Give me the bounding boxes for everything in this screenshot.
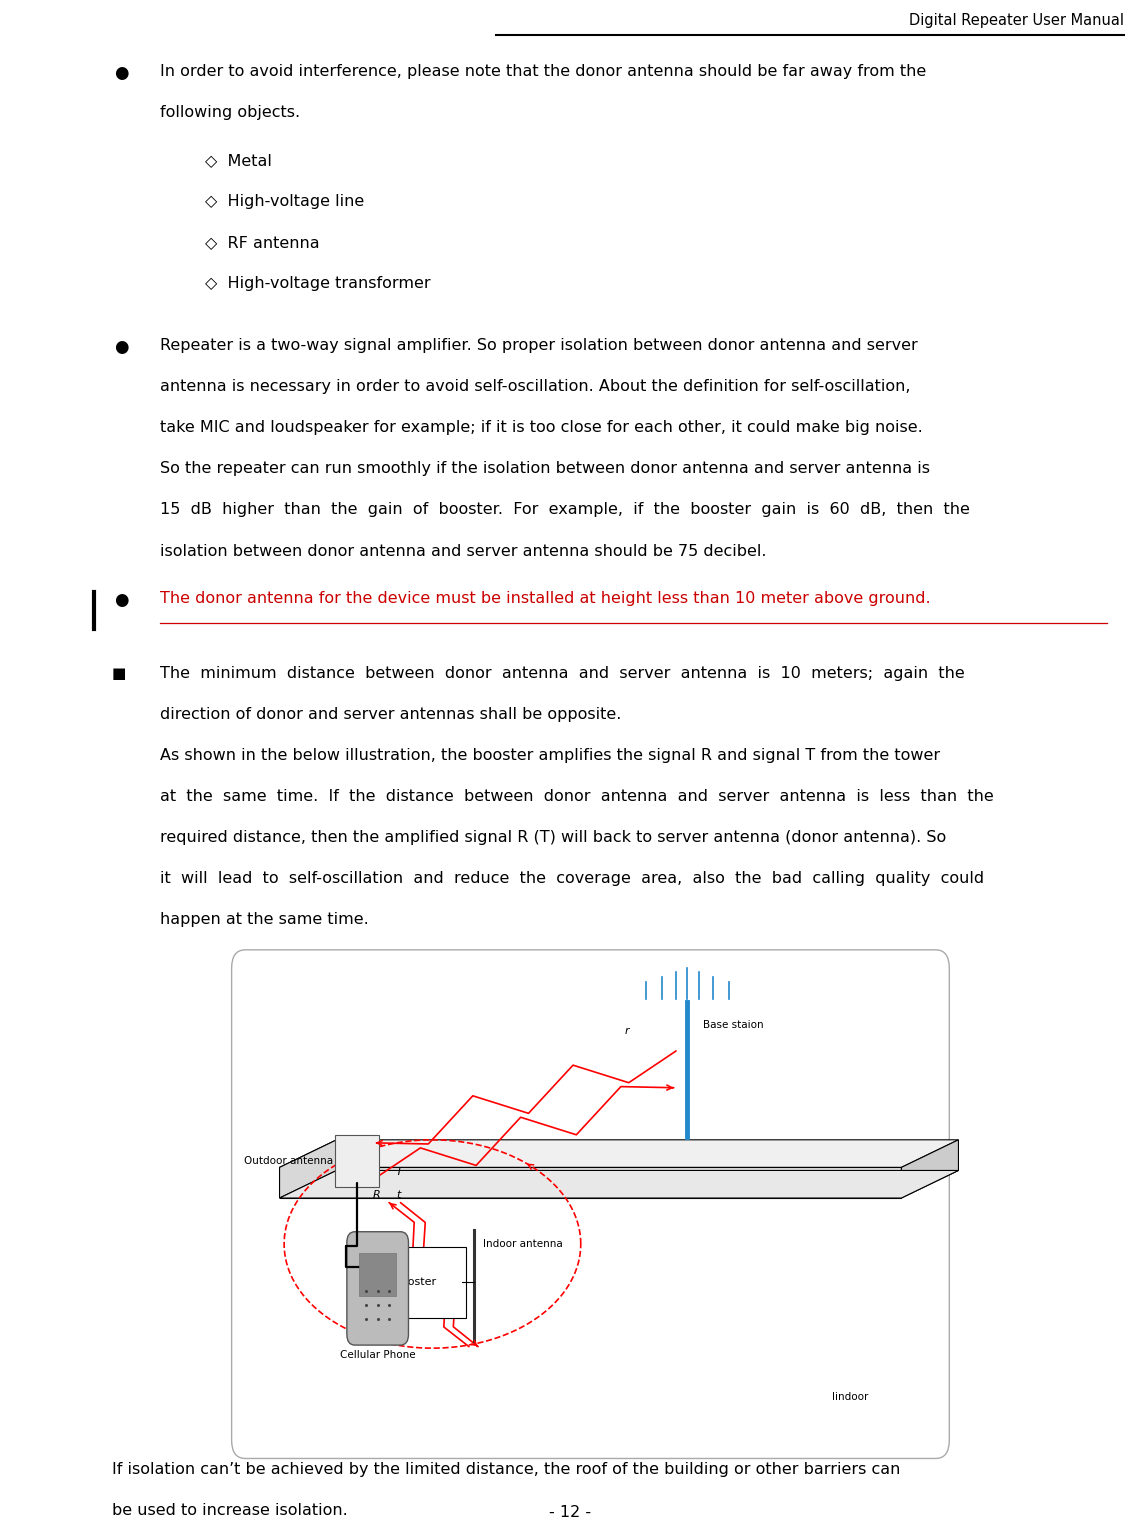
Text: following objects.: following objects.	[160, 106, 300, 121]
FancyBboxPatch shape	[359, 1253, 396, 1296]
Text: ●: ●	[114, 64, 129, 83]
Polygon shape	[280, 1167, 901, 1198]
Text: ◇  Metal: ◇ Metal	[205, 153, 273, 167]
Text: t: t	[396, 1190, 400, 1201]
Text: Iindoor: Iindoor	[832, 1393, 868, 1402]
Polygon shape	[280, 1140, 337, 1198]
Text: ●: ●	[114, 591, 129, 608]
Text: So the repeater can run smoothly if the isolation between donor antenna and serv: So the repeater can run smoothly if the …	[160, 461, 930, 476]
Text: ◇  RF antenna: ◇ RF antenna	[205, 234, 319, 250]
Text: T: T	[396, 1167, 403, 1178]
Text: In order to avoid interference, please note that the donor antenna should be far: In order to avoid interference, please n…	[160, 64, 926, 80]
Polygon shape	[280, 1140, 958, 1167]
Text: at  the  same  time.  If  the  distance  between  donor  antenna  and  server  a: at the same time. If the distance betwee…	[160, 789, 994, 804]
Text: isolation between donor antenna and server antenna should be 75 decibel.: isolation between donor antenna and serv…	[160, 544, 767, 559]
Text: be used to increase isolation.: be used to increase isolation.	[112, 1503, 348, 1518]
Text: Digital Repeater User Manual: Digital Repeater User Manual	[909, 12, 1124, 28]
Text: The donor antenna for the device must be installed at height less than 10 meter : The donor antenna for the device must be…	[160, 591, 930, 605]
FancyBboxPatch shape	[232, 950, 949, 1458]
Text: booster: booster	[395, 1278, 436, 1287]
Text: Outdoor antenna: Outdoor antenna	[244, 1157, 333, 1166]
FancyBboxPatch shape	[347, 1232, 408, 1345]
Text: r: r	[624, 1026, 630, 1037]
Text: happen at the same time.: happen at the same time.	[160, 912, 369, 927]
Text: take MIC and loudspeaker for example; if it is too close for each other, it coul: take MIC and loudspeaker for example; if…	[160, 420, 922, 435]
Text: Base staion: Base staion	[703, 1020, 764, 1031]
Text: The  minimum  distance  between  donor  antenna  and  server  antenna  is  10  m: The minimum distance between donor anten…	[160, 665, 964, 680]
Text: Repeater is a two-way signal amplifier. So proper isolation between donor antenn: Repeater is a two-way signal amplifier. …	[160, 339, 917, 354]
Text: If isolation can’t be achieved by the limited distance, the roof of the building: If isolation can’t be achieved by the li…	[112, 1462, 900, 1477]
Text: required distance, then the amplified signal R (T) will back to server antenna (: required distance, then the amplified si…	[160, 830, 946, 844]
Text: it  will  lead  to  self-oscillation  and  reduce  the  coverage  area,  also  t: it will lead to self-oscillation and red…	[160, 870, 984, 885]
FancyBboxPatch shape	[365, 1247, 466, 1318]
Text: ◇  High-voltage line: ◇ High-voltage line	[205, 193, 365, 208]
Text: Cellular Phone: Cellular Phone	[340, 1350, 415, 1360]
Text: direction of donor and server antennas shall be opposite.: direction of donor and server antennas s…	[160, 706, 621, 722]
Text: Indoor antenna: Indoor antenna	[483, 1239, 563, 1250]
Text: ■: ■	[112, 665, 127, 680]
Polygon shape	[280, 1170, 958, 1198]
Polygon shape	[901, 1140, 958, 1198]
FancyBboxPatch shape	[335, 1135, 379, 1187]
Text: ◇  High-voltage transformer: ◇ High-voltage transformer	[205, 276, 431, 291]
Text: R: R	[373, 1190, 381, 1201]
Text: As shown in the below illustration, the booster amplifies the signal R and signa: As shown in the below illustration, the …	[160, 748, 940, 763]
Text: - 12 -: - 12 -	[550, 1504, 591, 1520]
Text: antenna is necessary in order to avoid self-oscillation. About the definition fo: antenna is necessary in order to avoid s…	[160, 380, 911, 394]
Text: 15  dB  higher  than  the  gain  of  booster.  For  example,  if  the  booster  : 15 dB higher than the gain of booster. F…	[160, 502, 970, 518]
Text: ●: ●	[114, 339, 129, 357]
